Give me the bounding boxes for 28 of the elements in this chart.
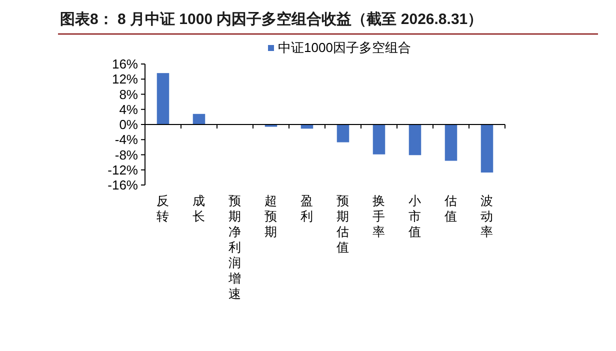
y-tick-label: 4% (119, 102, 138, 117)
bar (444, 124, 458, 161)
bar (480, 124, 494, 173)
x-tick-label: 成长 (192, 194, 206, 224)
x-tick-label: 预期估值 (336, 194, 350, 254)
x-tick-label: 波动率 (480, 194, 494, 239)
bar (192, 114, 206, 124)
x-tick-label: 反转 (156, 194, 170, 224)
x-tick-label: 预期净利润增速 (228, 194, 242, 301)
y-tick-label: -12% (108, 162, 138, 178)
y-tick-label: 0% (119, 117, 138, 132)
legend-label: 中证1000因子多空组合 (278, 40, 411, 55)
bar (336, 124, 350, 142)
bar (408, 124, 422, 156)
y-tick-label: 8% (119, 86, 138, 102)
chart-title: 图表8： 8 月中证 1000 内因子多空组合收益（截至 2026.8.31） (60, 10, 483, 28)
y-tick-label: -16% (108, 178, 138, 192)
x-tick-label: 盈利 (300, 194, 314, 224)
y-tick-label: 16% (112, 56, 138, 72)
y-tick-label: -4% (114, 132, 138, 148)
bar (156, 73, 170, 124)
x-tick-label: 估值 (444, 194, 458, 224)
x-tick-label: 超预期 (264, 194, 278, 239)
y-tick-label: 12% (112, 72, 138, 87)
y-tick-label: -8% (114, 147, 138, 162)
x-tick-label: 换手率 (372, 194, 386, 239)
x-tick-label: 小市值 (408, 194, 422, 239)
bar (372, 124, 386, 154)
